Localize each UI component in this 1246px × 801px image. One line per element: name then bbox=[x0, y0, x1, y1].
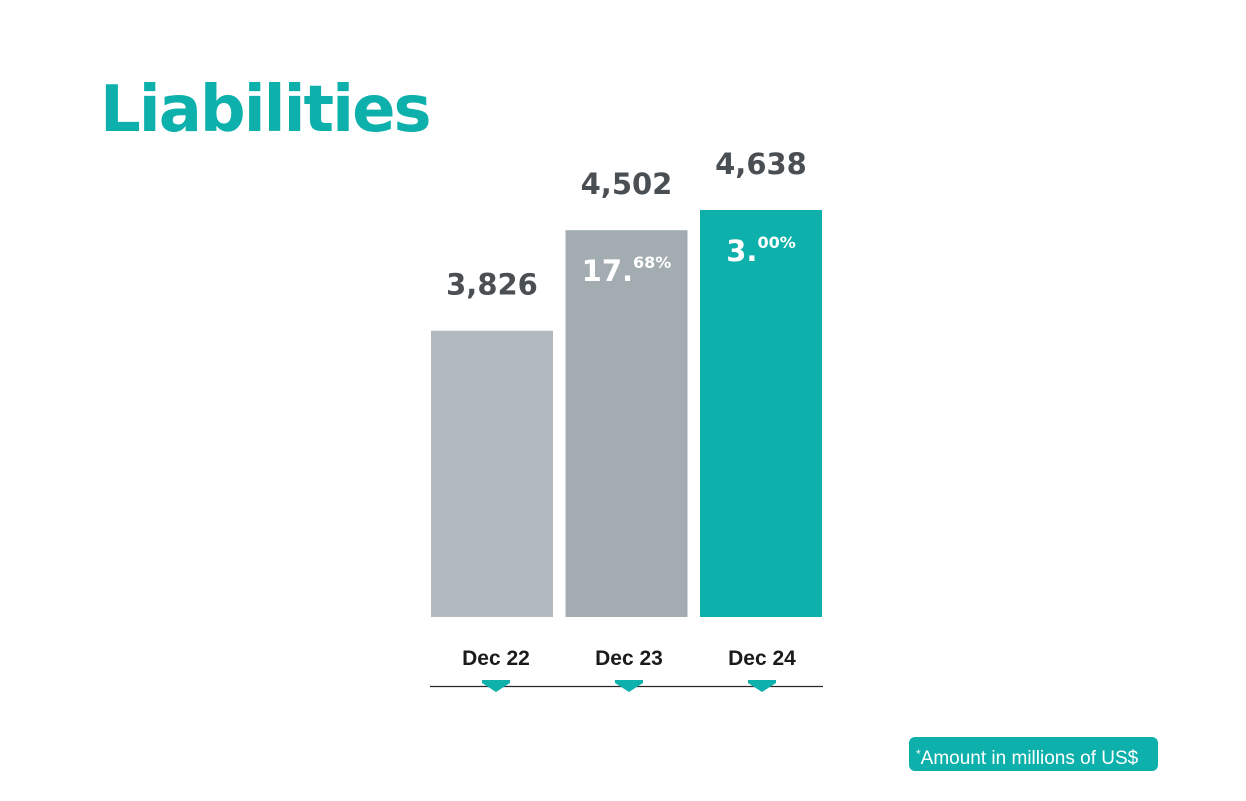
footnote-text: Amount in millions of US$ bbox=[920, 748, 1139, 769]
units-footnote-badge: *Amount in millions of US$ bbox=[909, 737, 1158, 771]
value-label: 3,826 bbox=[446, 268, 538, 302]
value-label: 4,502 bbox=[581, 167, 673, 201]
x-tick-label: Dec 22 bbox=[462, 647, 530, 670]
x-tick-label: Dec 23 bbox=[595, 647, 663, 670]
growth-label: 17.68% bbox=[582, 253, 672, 288]
growth-label-integer: 3. bbox=[726, 234, 757, 268]
growth-label-decimal: 00% bbox=[757, 233, 795, 252]
footnote-marker: * bbox=[916, 747, 921, 761]
x-tick-label: Dec 24 bbox=[728, 647, 796, 670]
growth-label-integer: 17. bbox=[582, 254, 633, 288]
axis-marker-icon bbox=[615, 680, 643, 692]
growth-label: 3.00% bbox=[726, 233, 796, 268]
bar-dec-24 bbox=[700, 210, 822, 617]
bar-dec-22 bbox=[431, 330, 553, 617]
axis-marker-icon bbox=[748, 680, 776, 692]
growth-label-decimal: 68% bbox=[633, 253, 671, 272]
value-label: 4,638 bbox=[715, 147, 807, 181]
bar-dec-23 bbox=[565, 230, 688, 617]
axis-marker-icon bbox=[482, 680, 510, 692]
page-title: Liabilities bbox=[100, 73, 432, 147]
